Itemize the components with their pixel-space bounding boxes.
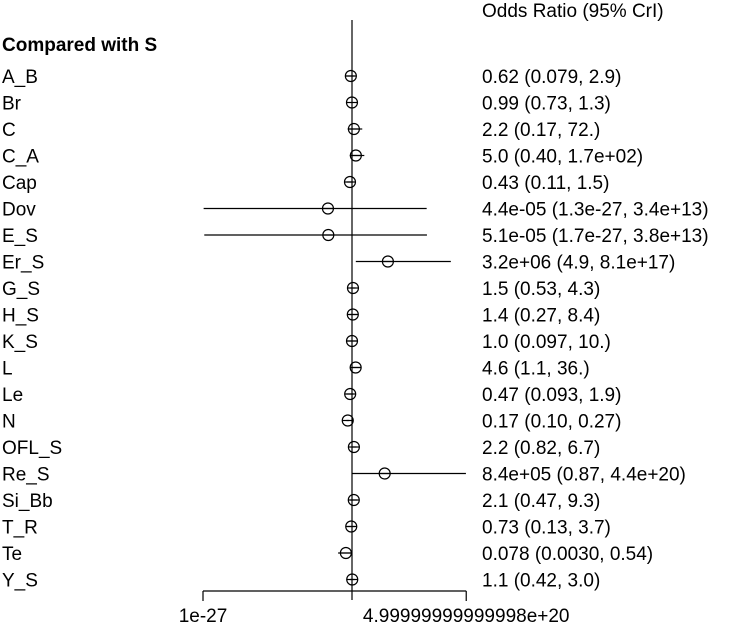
ci-text: 4.4e-05 (1.3e-27, 3.4e+13) — [482, 200, 709, 221]
ci-text: 0.078 (0.0030, 0.54) — [482, 544, 653, 565]
forest-row-br: Br 0.99 (0.73, 1.3) — [2, 94, 611, 115]
row-label: Y_S — [2, 571, 38, 592]
ci-text: 0.43 (0.11, 1.5) — [482, 173, 609, 194]
ci-text: 8.4e+05 (0.87, 4.4e+20) — [482, 465, 686, 486]
ci-text: 0.99 (0.73, 1.3) — [482, 94, 611, 115]
ci-text: 0.73 (0.13, 3.7) — [482, 518, 611, 539]
forest-row-h-s: H_S 1.4 (0.27, 8.4) — [2, 306, 600, 327]
row-label: G_S — [2, 279, 40, 300]
row-label: K_S — [2, 332, 38, 353]
row-label: H_S — [2, 306, 39, 327]
forest-row-te: Te 0.078 (0.0030, 0.54) — [2, 544, 653, 565]
forest-row-ofl-s: OFL_S 2.2 (0.82, 6.7) — [2, 438, 600, 459]
ci-text: 3.2e+06 (4.9, 8.1e+17) — [482, 253, 675, 274]
row-label: Br — [2, 94, 22, 115]
row-label: Si_Bb — [2, 491, 53, 512]
row-label: OFL_S — [2, 438, 62, 459]
forest-row-g-s: G_S 1.5 (0.53, 4.3) — [2, 279, 600, 300]
forest-row-n: N 0.17 (0.10, 0.27) — [2, 412, 621, 433]
row-label: Re_S — [2, 465, 50, 486]
forest-row-l: L 4.6 (1.1, 36.) — [2, 359, 590, 380]
forest-row-le: Le 0.47 (0.093, 1.9) — [2, 385, 621, 406]
row-label: L — [2, 359, 13, 380]
forest-row-t-r: T_R 0.73 (0.13, 3.7) — [2, 518, 611, 539]
x-axis: 1e-27 4.99999999999998e+20 — [179, 590, 570, 626]
forest-row-k-s: K_S 1.0 (0.097, 10.) — [2, 332, 611, 353]
ci-text: 2.2 (0.82, 6.7) — [482, 438, 600, 459]
forest-row-e-s: E_S 5.1e-05 (1.7e-27, 3.8e+13) — [2, 226, 709, 247]
forest-row-er-s: Er_S 3.2e+06 (4.9, 8.1e+17) — [2, 253, 675, 274]
row-label: Dov — [2, 200, 36, 221]
ci-text: 0.47 (0.093, 1.9) — [482, 385, 621, 406]
ci-text: 5.1e-05 (1.7e-27, 3.8e+13) — [482, 226, 709, 247]
ci-text: 1.5 (0.53, 4.3) — [482, 279, 600, 300]
forest-row-cap: Cap 0.43 (0.11, 1.5) — [2, 173, 609, 194]
forest-row-y-s: Y_S 1.1 (0.42, 3.0) — [2, 571, 600, 592]
group-heading: Compared with S — [2, 35, 157, 56]
forest-row-re-s: Re_S 8.4e+05 (0.87, 4.4e+20) — [2, 465, 686, 486]
forest-row-c: C 2.2 (0.17, 72.) — [2, 120, 600, 141]
row-label: Le — [2, 385, 23, 406]
ci-text: 4.6 (1.1, 36.) — [482, 359, 590, 380]
x-tick-label: 4.99999999999998e+20 — [363, 606, 570, 626]
row-label: C_A — [2, 147, 39, 168]
forest-row-dov: Dov 4.4e-05 (1.3e-27, 3.4e+13) — [2, 200, 709, 221]
ci-text: 5.0 (0.40, 1.7e+02) — [482, 147, 643, 168]
row-label: C — [2, 120, 16, 141]
row-label: T_R — [2, 518, 38, 539]
row-label: N — [2, 412, 16, 433]
ci-text: 1.1 (0.42, 3.0) — [482, 571, 600, 592]
ci-text: 0.17 (0.10, 0.27) — [482, 412, 621, 433]
ci-text: 2.2 (0.17, 72.) — [482, 120, 600, 141]
odds-ratio-header: Odds Ratio (95% CrI) — [482, 1, 664, 22]
ci-text: 1.0 (0.097, 10.) — [482, 332, 611, 353]
x-tick-label: 1e-27 — [179, 606, 228, 626]
ci-text: 2.1 (0.47, 9.3) — [482, 491, 600, 512]
row-label: Cap — [2, 173, 37, 194]
forest-row-si-bb: Si_Bb 2.1 (0.47, 9.3) — [2, 491, 600, 512]
row-label: E_S — [2, 226, 38, 247]
ci-text: 0.62 (0.079, 2.9) — [482, 67, 621, 88]
row-label: A_B — [2, 67, 38, 88]
forest-row-a-b: A_B 0.62 (0.079, 2.9) — [2, 67, 621, 88]
row-label: Er_S — [2, 253, 44, 274]
forest-row-c-a: C_A 5.0 (0.40, 1.7e+02) — [2, 147, 643, 168]
ci-text: 1.4 (0.27, 8.4) — [482, 306, 600, 327]
row-label: Te — [2, 544, 22, 565]
forest-rows: A_B 0.62 (0.079, 2.9) Br 0.99 (0.73, 1.3) C 2… — [2, 67, 709, 592]
